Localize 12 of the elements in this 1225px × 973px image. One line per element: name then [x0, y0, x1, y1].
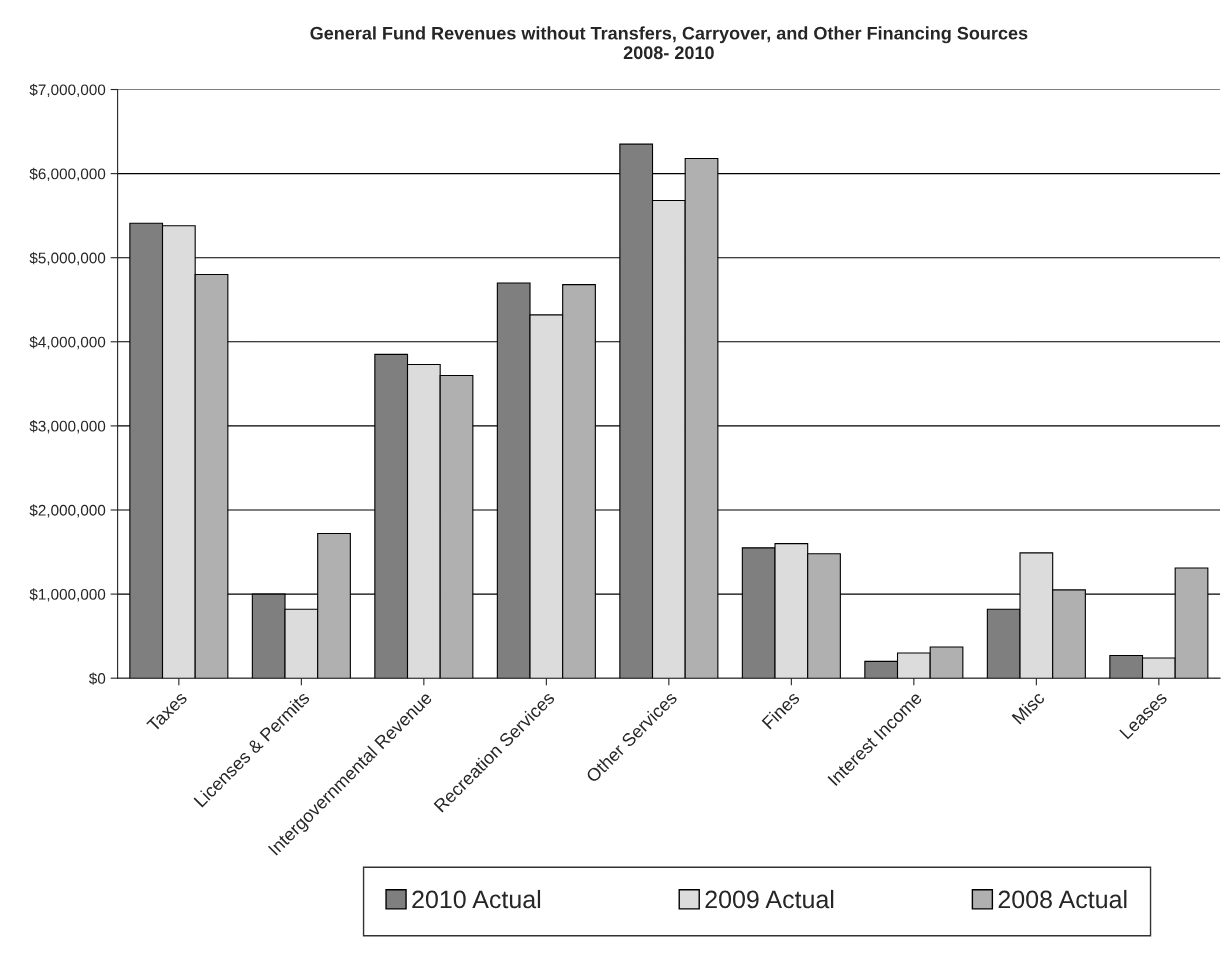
legend-label: 2010 Actual [412, 889, 541, 909]
y-tick-label: $6,000,000 [29, 167, 106, 182]
y-tick-label: $0 [88, 672, 106, 685]
y-tick-label: $5,000,000 [29, 251, 106, 266]
y-tick-label: $3,000,000 [29, 420, 106, 434]
y-tick-label: $2,000,000 [29, 504, 106, 518]
y-tick-label: $1,000,000 [29, 588, 106, 602]
legend-label: 2009 Actual [705, 889, 834, 909]
legend-label: 2008 Actual [998, 889, 1127, 909]
y-tick-label: $4,000,000 [29, 336, 106, 350]
y-tick-label: $7,000,000 [29, 83, 106, 98]
chart-title: General Fund Revenues without Transfers, Carryover, and Other Financing Sources 2008- 2010 [310, 26, 1028, 60]
